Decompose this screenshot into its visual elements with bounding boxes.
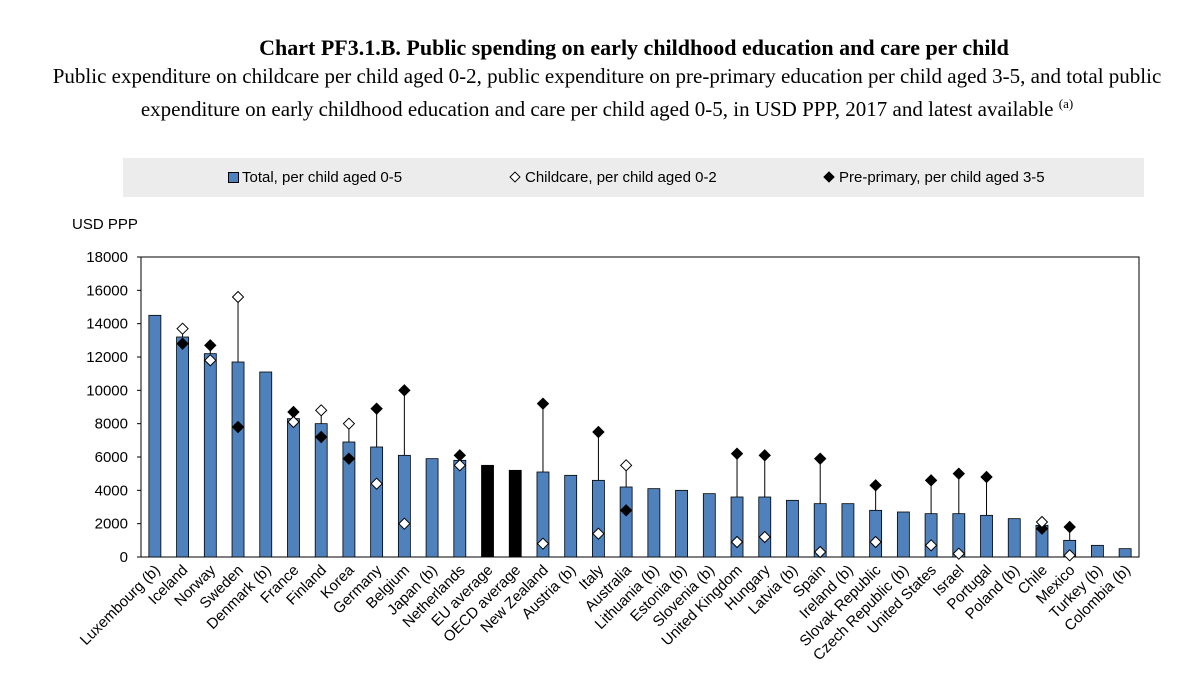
bar [592, 479, 605, 558]
bar [259, 371, 273, 558]
marker-childcare [314, 404, 328, 417]
legend-item-total: Total, per child aged 0-5 [228, 169, 402, 186]
bar [869, 509, 883, 558]
legend-label-preprimary: Pre-primary, per child aged 3-5 [839, 169, 1045, 186]
legend: Total, per child aged 0-5 Childcare, per… [123, 158, 1144, 197]
bar [397, 454, 411, 558]
y-tick-label: 10000 [86, 382, 128, 399]
subtitle-text: Public expenditure on childcare per chil… [52, 64, 1162, 121]
bar [231, 361, 245, 558]
marker-preprimary [1063, 520, 1076, 534]
marker-preprimary [869, 479, 882, 492]
marker-preprimary [758, 449, 771, 462]
legend-item-childcare: Childcare, per child aged 0-2 [509, 169, 717, 186]
marker-childcare [924, 539, 938, 552]
bar [758, 496, 772, 558]
marker-preprimary [1035, 522, 1049, 535]
marker-preprimary [204, 339, 217, 352]
marker-preprimary [176, 337, 189, 350]
bar [314, 423, 328, 558]
legend-item-preprimary: Pre-primary, per child aged 3-5 [823, 169, 1045, 186]
bar [508, 469, 522, 558]
y-tick-label: 14000 [86, 316, 128, 333]
bar [786, 499, 799, 558]
bar [564, 474, 578, 558]
marker-childcare [287, 415, 300, 429]
y-tick-label: 12000 [86, 349, 128, 366]
marker-childcare [398, 517, 411, 530]
chart-title: Chart PF3.1.B. Public spending on early … [259, 35, 1009, 60]
bar [536, 471, 550, 558]
bar [481, 464, 494, 558]
marker-childcare [231, 290, 245, 304]
marker-childcare [952, 547, 966, 560]
bar [425, 458, 439, 558]
y-tick-label: 0 [120, 549, 128, 566]
bar [287, 418, 300, 558]
y-tick-label: 2000 [95, 516, 128, 533]
marker-childcare [758, 530, 771, 544]
marker-childcare [342, 417, 356, 430]
marker-childcare [176, 322, 189, 335]
bar [1118, 548, 1132, 558]
bar [619, 486, 633, 558]
bar [148, 314, 162, 558]
y-tick-label: 18000 [86, 249, 128, 266]
marker-preprimary [314, 430, 328, 444]
bar [342, 441, 356, 558]
marker-preprimary [952, 467, 966, 480]
marker-preprimary [370, 402, 383, 415]
y-axis-label: USD PPP [72, 216, 138, 233]
marker-preprimary [342, 452, 356, 465]
y-tick-label: 16000 [86, 282, 128, 299]
marker-preprimary [619, 504, 633, 517]
bar [980, 514, 993, 558]
marker-preprimary [398, 384, 411, 397]
marker-childcare [619, 459, 633, 472]
bar [453, 459, 467, 558]
marker-childcare [370, 477, 383, 490]
marker-childcare [869, 535, 882, 549]
plot-frame [140, 256, 1140, 558]
marker-childcare [730, 535, 744, 549]
chart-subtitle: Public expenditure on childcare per chil… [22, 62, 1192, 123]
legend-label-total: Total, per child aged 0-5 [242, 169, 403, 186]
bar [1091, 544, 1104, 558]
marker-childcare [1035, 515, 1049, 529]
marker-preprimary [980, 470, 993, 484]
marker-preprimary [536, 397, 550, 410]
marker-preprimary [231, 420, 245, 434]
marker-childcare [592, 527, 605, 540]
y-tick-label: 4000 [95, 482, 128, 499]
marker-childcare [1063, 549, 1076, 562]
bar [1007, 518, 1021, 558]
bar [647, 488, 661, 558]
y-tick-label: 6000 [95, 449, 128, 466]
legend-label-childcare: Childcare, per child aged 0-2 [525, 169, 717, 186]
bar [176, 336, 189, 558]
marker-childcare [536, 537, 550, 550]
marker-preprimary [813, 452, 827, 465]
subtitle-note: (a) [1058, 96, 1074, 111]
marker-preprimary [924, 474, 938, 487]
bar [702, 493, 716, 558]
marker-preprimary [730, 447, 744, 460]
bar [370, 446, 384, 558]
marker-preprimary [592, 425, 605, 439]
bar [675, 489, 688, 558]
bar [896, 511, 910, 558]
marker-childcare [204, 354, 217, 367]
x-tick-label: Luxembourg (b) [77, 562, 164, 649]
marker-childcare [813, 545, 827, 559]
bar [841, 503, 855, 558]
legend-swatch-total [228, 172, 239, 183]
bar [203, 353, 217, 558]
marker-childcare [453, 459, 467, 472]
y-tick-label: 8000 [95, 416, 128, 433]
